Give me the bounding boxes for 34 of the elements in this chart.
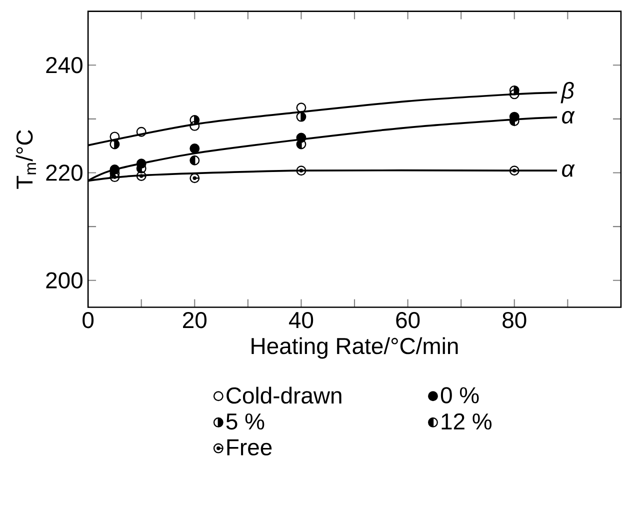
point (509, 89, 520, 100)
point (136, 170, 146, 181)
point (110, 172, 120, 182)
point (190, 120, 200, 131)
y-tick-label: 240 (46, 56, 82, 74)
legend-label: 5 % (226, 413, 264, 430)
y-tick-label: 200 (46, 272, 82, 288)
point (296, 112, 306, 122)
point (509, 85, 520, 96)
series-label: α (562, 111, 575, 124)
point (190, 115, 200, 125)
legend-label: Free (227, 439, 272, 456)
x-tick-label: 40 (288, 312, 314, 328)
legend-label: Cold-drawn (226, 386, 342, 404)
legend-label: 0 % (440, 387, 479, 404)
x-tick-label: 0 (82, 312, 94, 328)
y-axis-title: T$_{m}$/°C (16, 130, 36, 189)
series-label: α (562, 164, 575, 177)
y-tick-label: 220 (46, 164, 82, 181)
point (110, 139, 120, 150)
x-axis-title: Heating Rate/°C/min (252, 337, 458, 359)
point (190, 144, 200, 154)
series-label: β (560, 82, 574, 104)
legend-label: 12 % (442, 413, 492, 430)
point (110, 132, 120, 142)
point (509, 166, 520, 176)
point (190, 173, 200, 184)
point (296, 102, 306, 113)
x-tick-label: 20 (183, 312, 207, 328)
x-tick-label: 60 (396, 312, 420, 328)
x-tick-label: 80 (502, 312, 526, 328)
point (296, 166, 306, 176)
point (190, 155, 200, 166)
point (136, 126, 146, 137)
